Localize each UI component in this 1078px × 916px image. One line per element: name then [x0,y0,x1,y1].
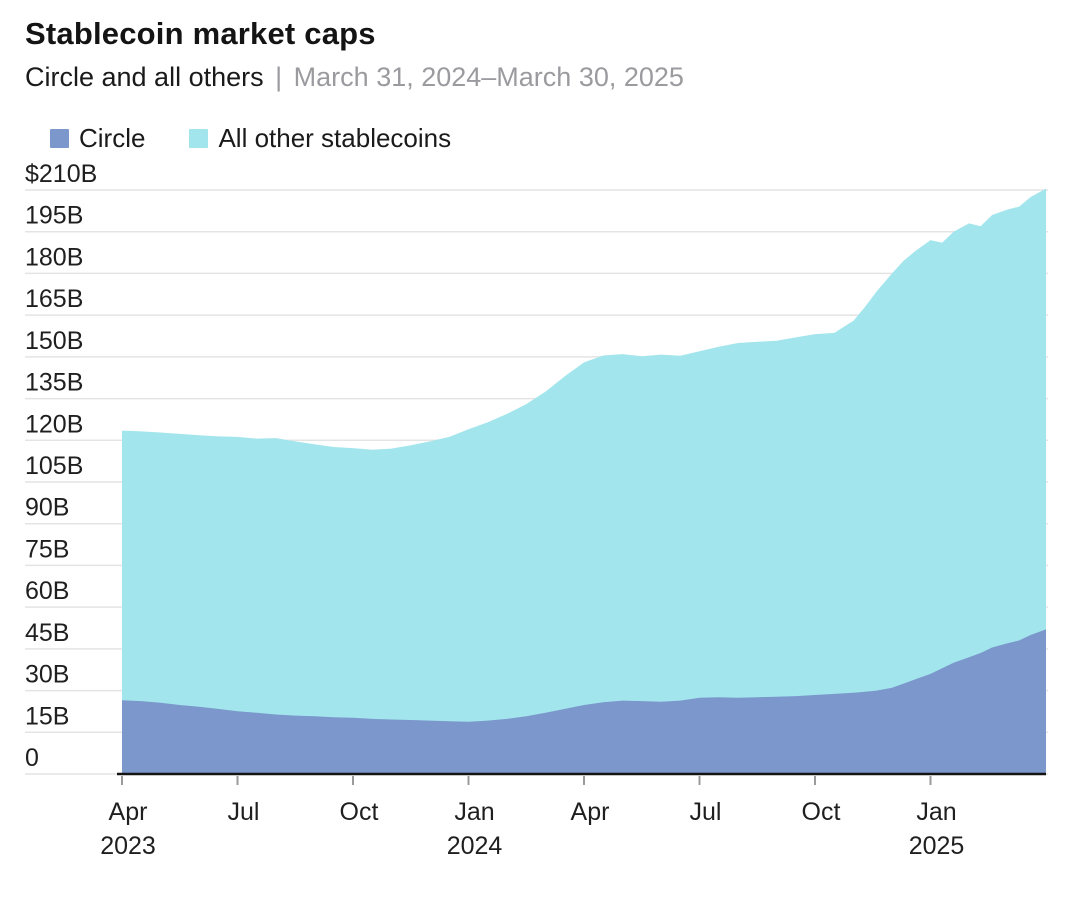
y-tick-label-75: 75B [25,535,69,563]
y-tick-label-105: 105B [25,452,83,480]
legend-label-circle: Circle [79,123,146,153]
y-tick-label-150: 150B [25,327,83,355]
legend-item-circle: Circle [50,123,145,154]
legend-item-others: All other stablecoins [189,123,451,154]
x-tick-label: Jan [454,798,494,826]
x-tick-label: Apr [109,798,148,826]
y-tick-label-120: 120B [25,410,83,438]
stacked-area-chart: Apr 2023 Jul Oct Jan 2024 Apr Jul Oct Jan 2025 $210… [25,160,1048,860]
subtitle-description: Circle and all others [25,62,264,92]
x-tick-label: Jul [690,798,722,826]
page-title: Stablecoin market caps [25,16,376,51]
y-tick-label-90: 90B [25,494,69,522]
others-area-series [122,188,1046,775]
x-tick-label: Jan [916,798,956,826]
y-tick-label-0: 0 [25,744,39,772]
chart-header: Stablecoin market caps Circle and all ot… [0,0,1078,154]
y-tick-label-210: $210B [25,160,97,188]
y-tick-label-180: 180B [25,243,83,271]
y-tick-label-30: 30B [25,661,69,689]
chart-subtitle: Circle and all others | March 31, 2024–M… [25,62,1053,93]
x-tick-label: Oct [802,798,841,826]
y-axis-labels: $210B 195B 180B 165B 150B 135B 120B 105B 90B 75B 6… [25,160,97,772]
y-tick-label-195: 195B [25,202,83,230]
x-tick-label: Oct [340,798,379,826]
y-tick-label-15: 15B [25,702,69,730]
y-tick-label-135: 135B [25,369,83,397]
x-axis-labels: Apr 2023 Jul Oct Jan 2024 Apr Jul Oct Jan 2025 [100,776,964,860]
x-year-label: 2023 [100,832,156,860]
legend-label-others: All other stablecoins [218,123,452,153]
x-year-label: 2025 [909,832,965,860]
x-tick-label: Apr [571,798,610,826]
x-tick-label: Jul [228,798,260,826]
others-swatch-icon [189,129,209,148]
area-series [122,188,1046,775]
subtitle-separator: | [275,62,283,92]
x-year-label: 2024 [447,832,503,860]
chart-legend: Circle All other stablecoins [25,123,1053,154]
y-tick-label-45: 45B [25,619,69,647]
circle-area-series [122,629,1046,774]
y-tick-label-60: 60B [25,577,69,605]
circle-swatch-icon [50,129,69,148]
subtitle-date-range: March 31, 2024–March 30, 2025 [293,62,684,92]
y-tick-label-165: 165B [25,285,83,313]
